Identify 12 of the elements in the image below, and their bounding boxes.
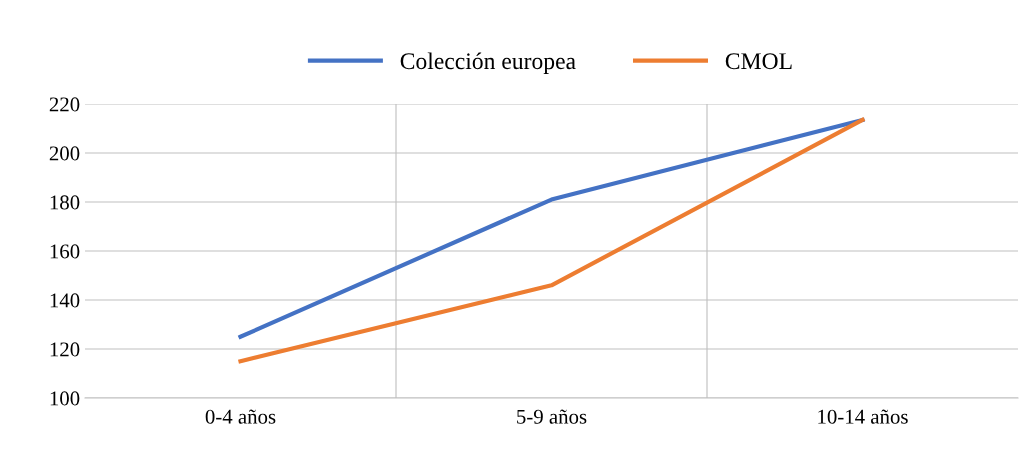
x-tick-label: 10-14 años (818, 409, 908, 424)
y-tick-label: 220 (49, 97, 80, 112)
x-tick-label: 5-9 años (517, 409, 587, 424)
x-tick-label: 0-4 años (205, 409, 276, 424)
y-tick-label: 120 (50, 342, 80, 357)
y-tick-label: 100 (50, 391, 80, 406)
legend-label: Colección europea (400, 52, 576, 74)
y-tick-label: 200 (49, 146, 80, 161)
y-tick-label: 160 (50, 244, 80, 259)
y-tick-label: 140 (50, 293, 80, 308)
y-tick-label: 180 (50, 195, 80, 210)
legend-label: CMOL (725, 53, 792, 70)
